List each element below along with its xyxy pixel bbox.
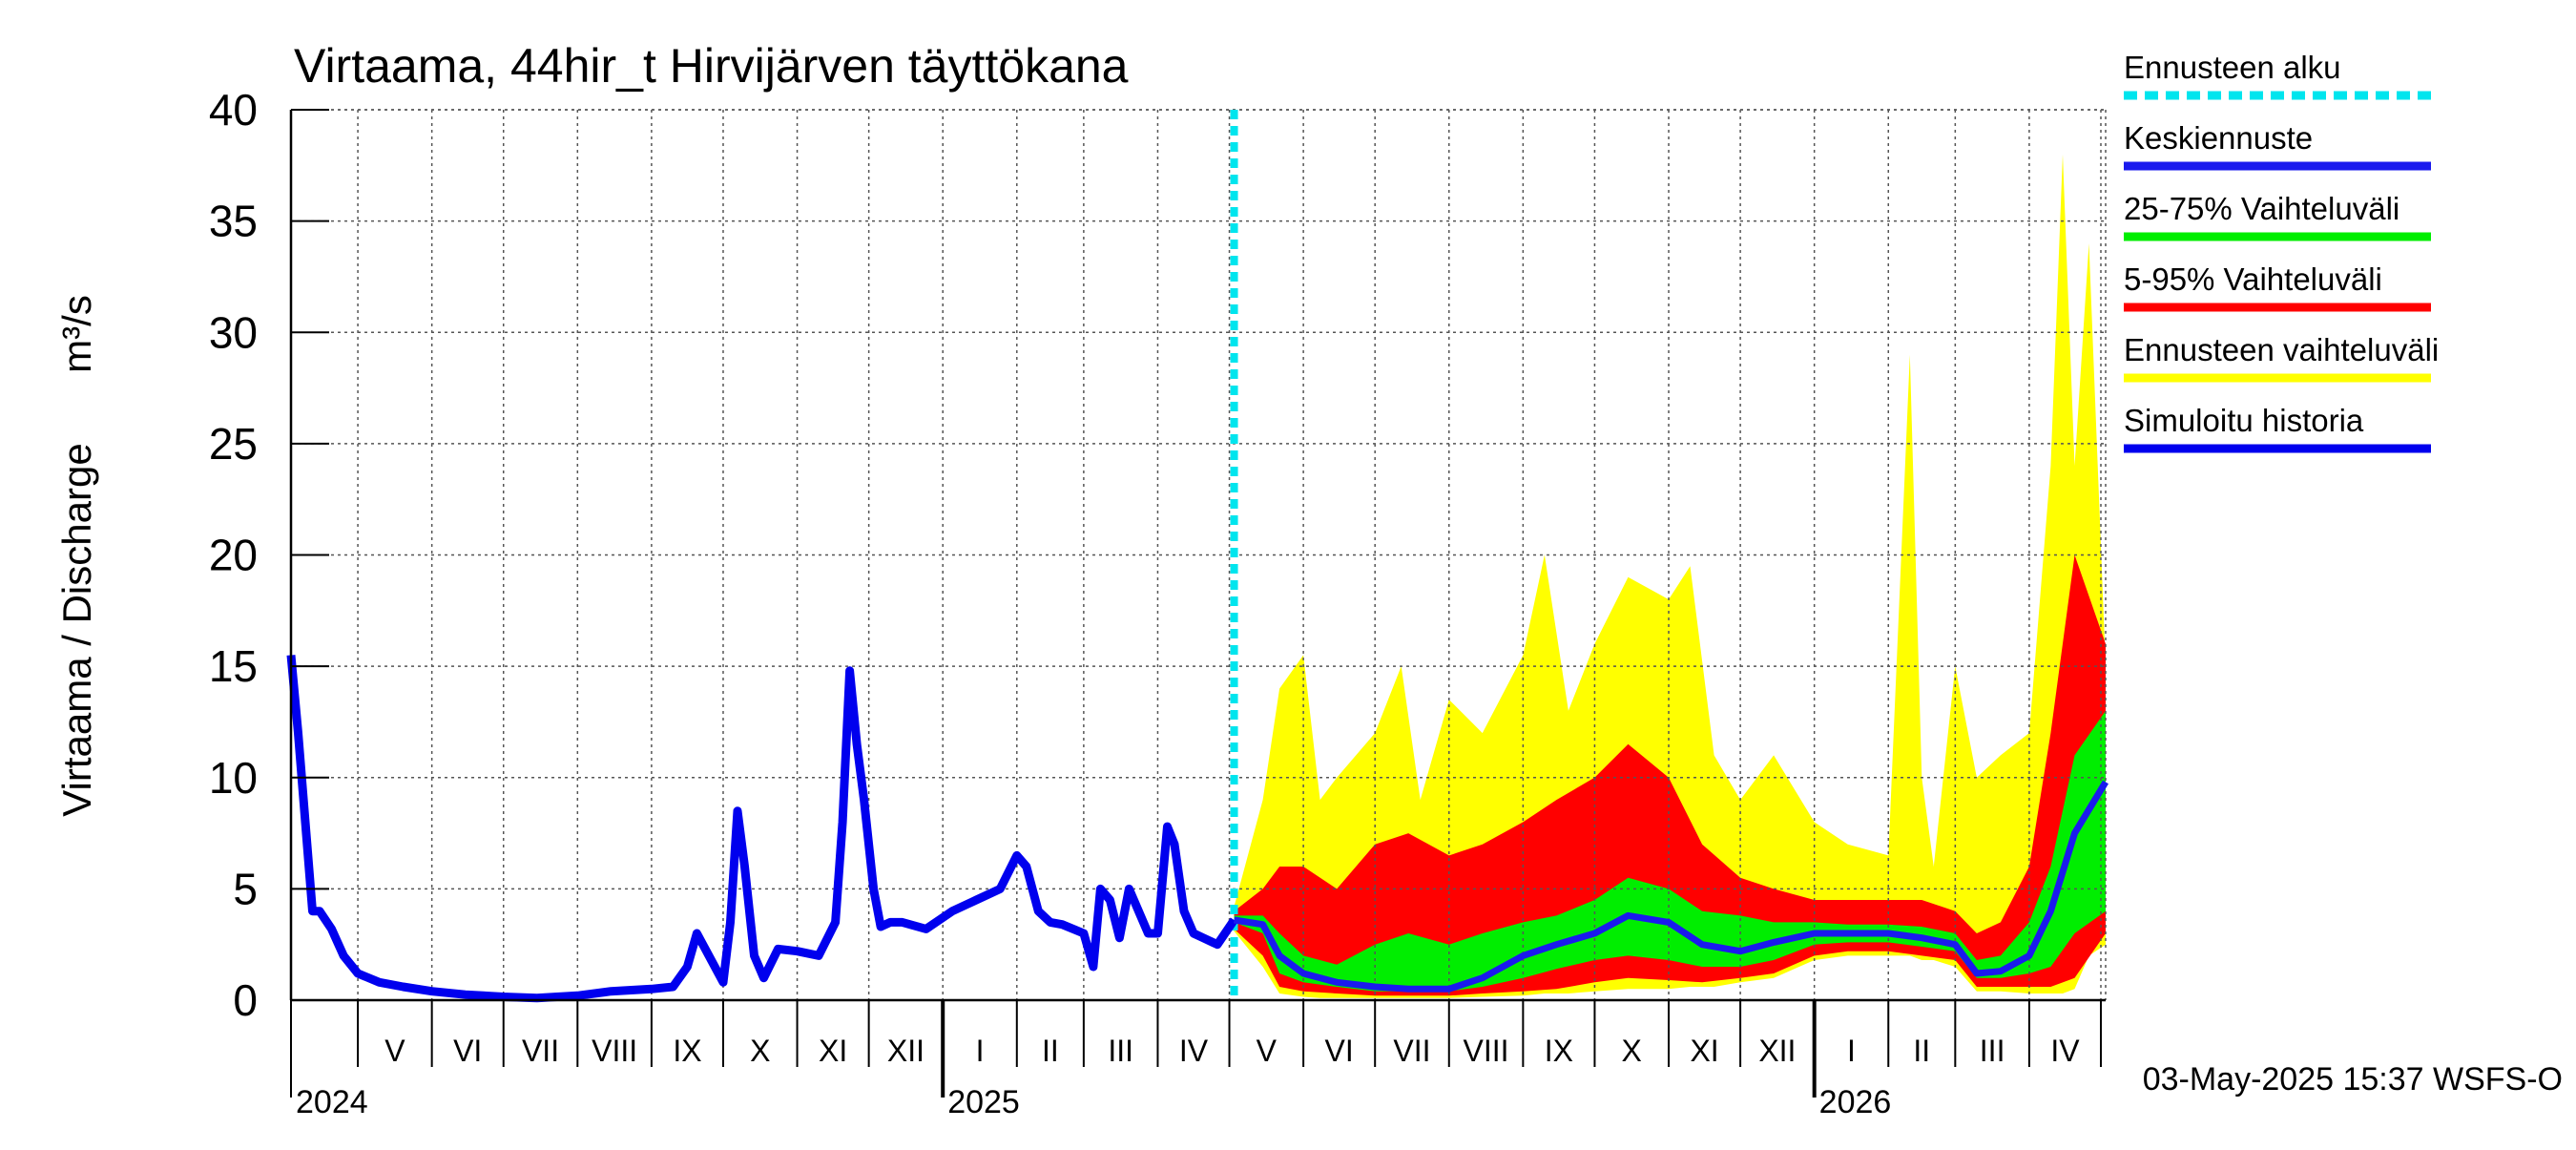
- band-5-95: [1234, 554, 2106, 996]
- month-label: IV: [2050, 1034, 2080, 1068]
- month-label: II: [1042, 1034, 1059, 1068]
- chart-title: Virtaama, 44hir_t Hirvijärven täyttökana: [294, 39, 1129, 93]
- legend-label: Keskiennuste: [2124, 120, 2313, 156]
- y-tick-label: 20: [209, 531, 258, 580]
- month-label: VIII: [592, 1034, 637, 1068]
- month-label: V: [384, 1034, 405, 1068]
- year-label: 2025: [947, 1084, 1020, 1120]
- series-simulated-history: [286, 655, 1238, 1003]
- legend-label: 25-75% Vaihteluväli: [2124, 191, 2399, 226]
- y-tick-label: 40: [209, 85, 258, 135]
- forecast-bands: [291, 110, 2106, 1000]
- year-label: 2026: [1819, 1084, 1892, 1120]
- month-label: IV: [1179, 1034, 1209, 1068]
- month-label: I: [1847, 1034, 1856, 1068]
- series-mean-forecast: [1233, 780, 2109, 993]
- legend-label: 5-95% Vaihteluväli: [2124, 261, 2382, 297]
- y-tick-label: 30: [209, 307, 258, 357]
- month-label: VIII: [1464, 1034, 1509, 1068]
- month-label: III: [1980, 1034, 2005, 1068]
- band-forecast-range: [1234, 154, 2106, 998]
- legend: Ennusteen alku Keskiennuste 25-75% Vaihtel…: [2124, 50, 2439, 453]
- y-tick-label: 5: [233, 864, 258, 913]
- legend-label: Simuloitu historia: [2124, 403, 2364, 438]
- year-label: 2024: [296, 1084, 368, 1120]
- month-label: XII: [887, 1034, 924, 1068]
- y-tick-label: 10: [209, 753, 258, 803]
- y-tick-label: 25: [209, 419, 258, 469]
- month-label: VII: [1393, 1034, 1430, 1068]
- series-lines: [286, 110, 2109, 1003]
- month-label: IX: [673, 1034, 701, 1068]
- y-tick-label: 15: [209, 641, 258, 691]
- y-tick-label: 0: [233, 975, 258, 1025]
- month-label: X: [1622, 1034, 1642, 1068]
- month-label: XII: [1758, 1034, 1796, 1068]
- month-label: IX: [1545, 1034, 1573, 1068]
- month-label: I: [976, 1034, 985, 1068]
- month-label: XI: [1690, 1034, 1718, 1068]
- y-tick-label: 35: [209, 197, 258, 246]
- timestamp-label: 03-May-2025 15:37 WSFS-O: [2143, 1061, 2563, 1098]
- month-label: II: [1913, 1034, 1930, 1068]
- month-label: XI: [819, 1034, 847, 1068]
- legend-label: Ennusteen alku: [2124, 50, 2341, 85]
- month-label: VI: [1325, 1034, 1354, 1068]
- y-axis-unit: m³/s: [54, 295, 99, 373]
- month-label: III: [1108, 1034, 1133, 1068]
- month-label: VI: [453, 1034, 482, 1068]
- month-label: X: [750, 1034, 770, 1068]
- legend-label: Ennusteen vaihteluväli: [2124, 332, 2439, 367]
- y-axis-label: Virtaama / Discharge: [54, 443, 99, 816]
- month-label: V: [1257, 1034, 1278, 1068]
- month-label: VII: [522, 1034, 559, 1068]
